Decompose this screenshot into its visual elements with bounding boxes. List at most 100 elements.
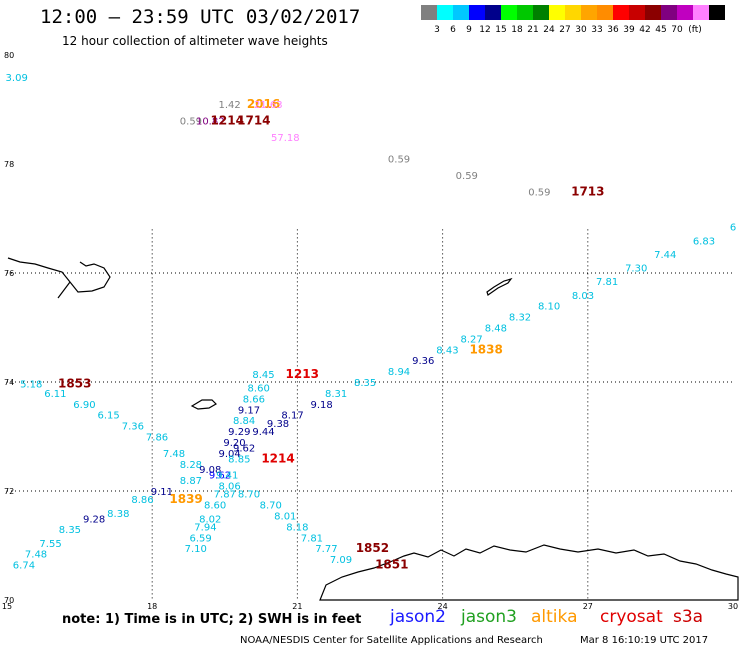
pass-time-label: 1838: [469, 342, 502, 356]
wave-height-label: 0.59: [388, 155, 410, 166]
pass-time-label: 1213: [286, 367, 319, 381]
color-swatch: [437, 5, 453, 20]
wave-height-label: 8.27: [461, 334, 483, 345]
wave-height-label: 9.44: [252, 427, 274, 438]
wave-height-label: 7.81: [301, 533, 323, 544]
wave-height-label: 8.38: [107, 509, 129, 520]
pass-time-label: 1851: [375, 558, 408, 572]
color-scale-label: 9: [466, 25, 472, 35]
wave-height-label: 8.43: [436, 345, 458, 356]
map-subtitle: 12 hour collection of altimeter wave hei…: [62, 34, 328, 48]
longitude-label: 15: [2, 602, 12, 611]
wave-height-label: 8.28: [180, 460, 202, 471]
wave-height-label: 6.59: [189, 533, 211, 544]
pass-time-label: 1853: [58, 377, 91, 391]
wave-height-label: 21.63: [254, 100, 283, 111]
coastline-svalbard: [7, 257, 111, 299]
wave-height-label: 9.36: [412, 356, 434, 367]
wave-height-label: 8.66: [243, 394, 265, 405]
legend-jason3: jason3: [461, 607, 517, 627]
wave-height-label: 9.17: [238, 405, 260, 416]
color-swatch: [453, 5, 469, 20]
wave-height-label: 9.20: [223, 438, 245, 449]
color-scale-label: 21: [527, 25, 538, 35]
wave-height-label: 7.36: [122, 422, 144, 433]
wave-height-label: 9.62: [209, 471, 231, 482]
pass-time-label: 1852: [356, 541, 389, 555]
wave-height-label: 5.18: [20, 380, 42, 391]
wave-height-label: 8.06: [219, 482, 241, 493]
wave-height-label: 7.94: [194, 522, 216, 533]
pass-time-label: 1713: [571, 184, 604, 198]
footer-note: note: 1) Time is in UTC; 2) SWH is in fe…: [62, 612, 362, 627]
color-scale-label: 70: [671, 25, 683, 35]
wave-height-label: 8.10: [538, 302, 560, 313]
wave-height-label: 8.45: [252, 370, 274, 381]
latitude-label: 80: [4, 51, 14, 60]
color-swatch: [421, 5, 437, 20]
wave-height-label: 7.44: [654, 250, 676, 261]
wave-height-label: 8.87: [180, 476, 202, 487]
wave-height-label: 9.04: [219, 449, 241, 460]
generation-timestamp: Mar 8 16:10:19 UTC 2017: [580, 635, 709, 646]
wave-height-label: 6.11: [44, 389, 66, 400]
color-scale-label: 33: [591, 25, 602, 35]
color-scale-label: 15: [495, 25, 506, 35]
wave-height-label: 8.94: [388, 367, 410, 378]
color-scale-label: 42: [639, 25, 650, 35]
longitude-label: 27: [583, 602, 593, 611]
color-swatch: [533, 5, 549, 20]
longitude-label: 24: [438, 602, 448, 611]
longitude-label: 30: [728, 602, 738, 611]
wave-height-label: 8.84: [233, 416, 255, 427]
color-scale-label: 6: [450, 25, 456, 35]
color-swatch: [501, 5, 517, 20]
color-swatch: [645, 5, 661, 20]
wave-height-label: 7.77: [315, 544, 337, 555]
lat-lon-grid: [7, 229, 733, 600]
wave-height-label: 8.86: [131, 495, 153, 506]
pass-time-label: 1839: [169, 492, 202, 506]
color-scale-label: 3: [434, 25, 440, 35]
wave-height-label: 6: [730, 223, 736, 234]
legend-altika: altika: [531, 607, 578, 627]
pass-time-label: 1714: [237, 113, 270, 127]
color-swatch: [613, 5, 629, 20]
color-swatch: [517, 5, 533, 20]
color-swatch: [597, 5, 613, 20]
wave-height-label: 57.18: [271, 133, 300, 144]
wave-height-label: 7.30: [625, 264, 647, 275]
wave-height-label: 7.81: [596, 277, 618, 288]
wave-height-label: 8.70: [238, 490, 260, 501]
coastline-northern-norway: [319, 544, 739, 601]
wave-height-label: 8.70: [260, 501, 282, 512]
color-scale-unit: (ft): [688, 25, 702, 35]
wave-height-label: 10.82: [196, 116, 225, 127]
pass-time-label: 1214: [261, 451, 294, 465]
wave-height-label: 8.03: [572, 291, 594, 302]
color-swatch: [485, 5, 501, 20]
legend-s3a: s3a: [673, 607, 704, 627]
map-title: 12:00 – 23:59 UTC 03/02/2017: [40, 6, 361, 28]
wave-height-label: 9.38: [267, 419, 289, 430]
color-swatch: [629, 5, 645, 20]
latitude-label: 74: [4, 378, 14, 387]
pass-time-label: 1214: [211, 113, 244, 127]
color-swatch: [565, 5, 581, 20]
color-scale-label: 27: [559, 25, 570, 35]
latitude-label: 76: [4, 269, 14, 278]
color-swatch: [661, 5, 677, 20]
longitude-label: 21: [292, 602, 302, 611]
wave-height-label: 8.35: [354, 378, 376, 389]
wave-height-label: 6.90: [73, 400, 95, 411]
wave-height-label: 0.59: [456, 171, 478, 182]
wave-height-label: 0.59: [180, 116, 202, 127]
color-swatch: [581, 5, 597, 20]
longitude-label: 18: [147, 602, 157, 611]
wave-height-label: 9.29: [228, 427, 250, 438]
wave-height-label: 9.08: [199, 465, 221, 476]
wave-height-label: 7.87: [214, 490, 236, 501]
color-swatch: [693, 5, 709, 20]
color-scale-label: 18: [511, 25, 523, 35]
